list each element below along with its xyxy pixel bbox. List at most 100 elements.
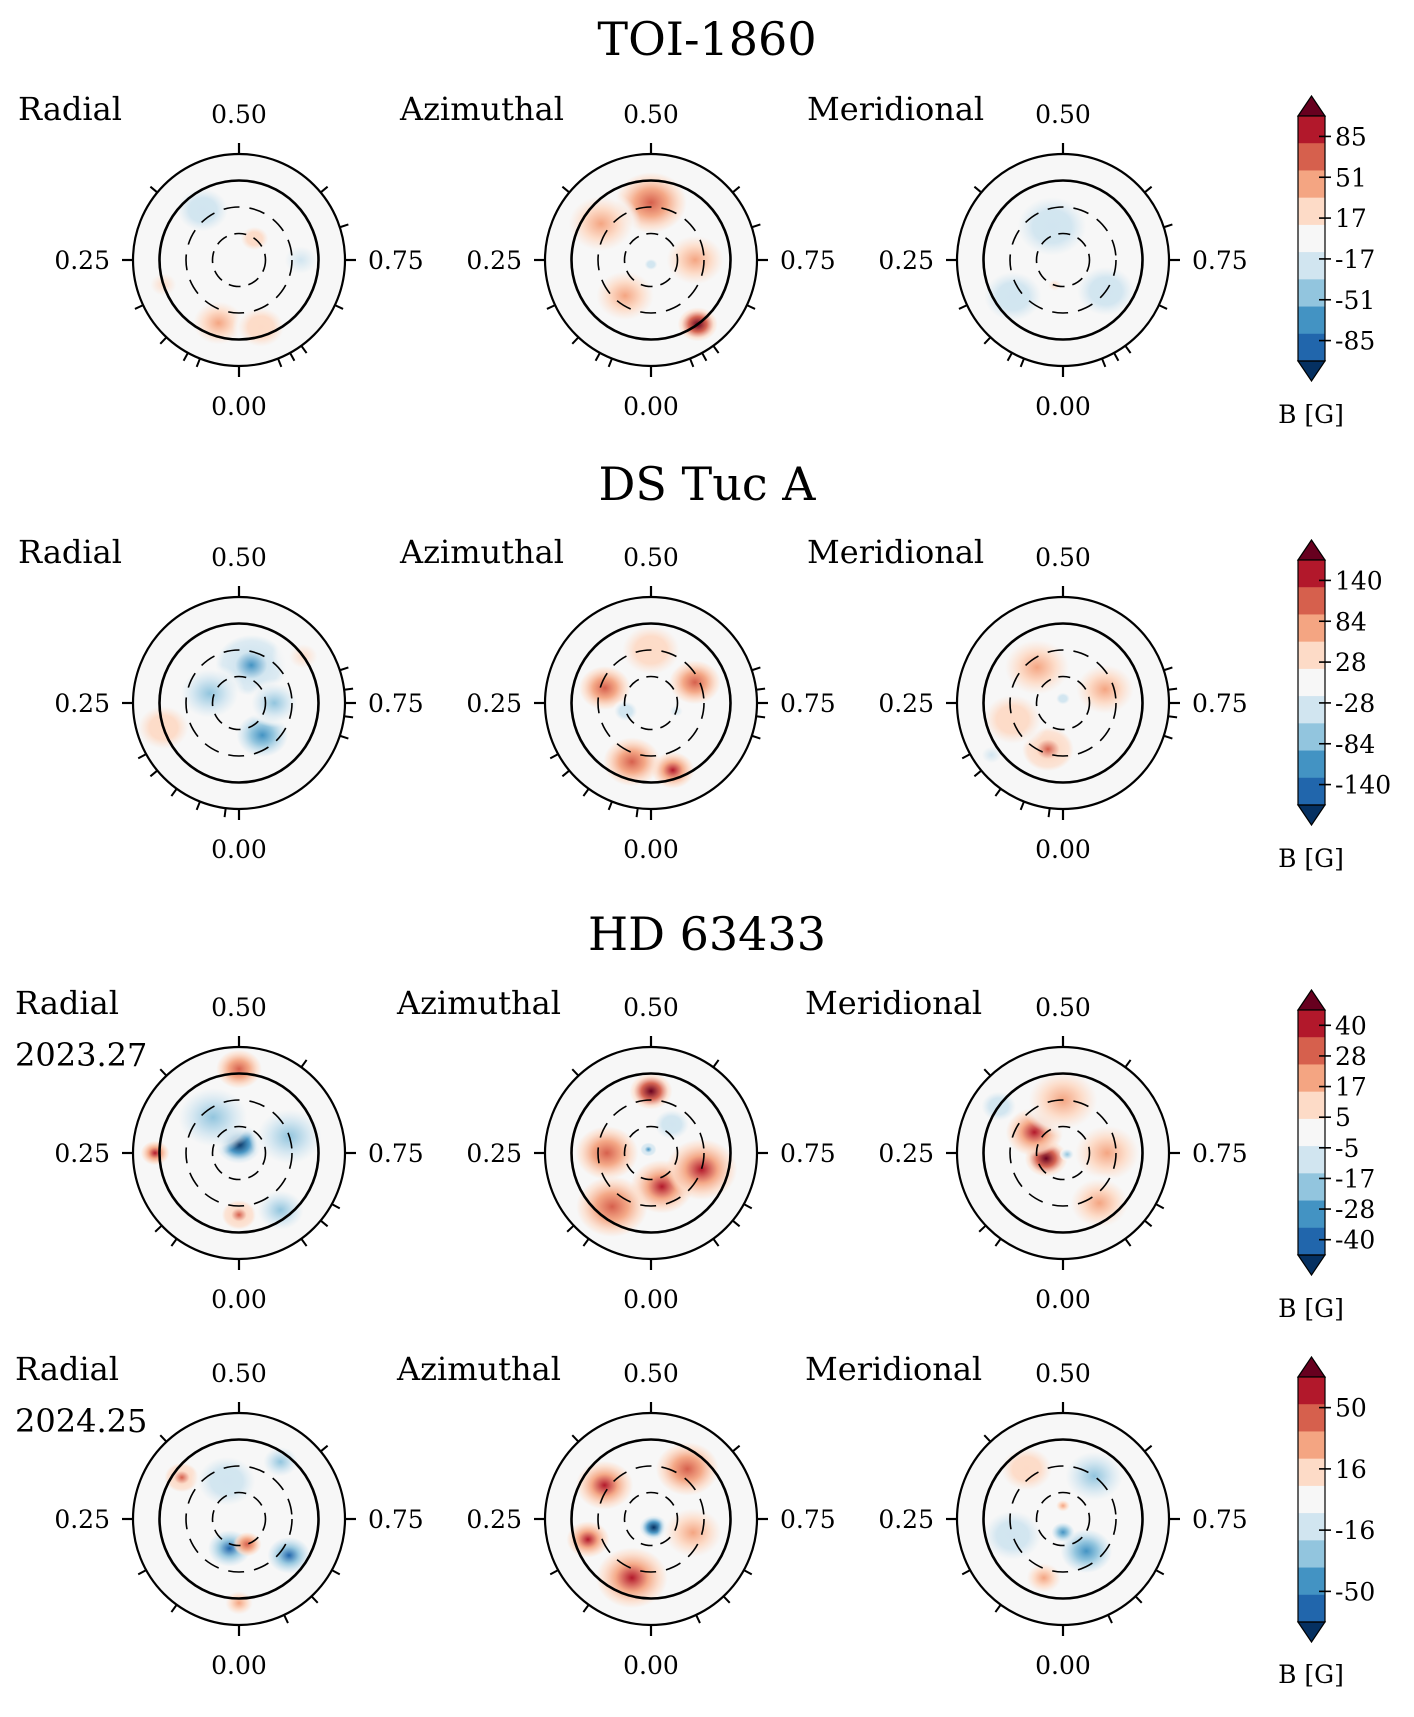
field-spot bbox=[1060, 1529, 1113, 1574]
field-spot bbox=[579, 666, 631, 710]
colorbar-tick-label: 17 bbox=[1335, 1073, 1367, 1102]
observation-phase-tick bbox=[1101, 358, 1107, 368]
phase-label: 0.00 bbox=[211, 392, 267, 421]
observation-phase-tick bbox=[983, 1434, 992, 1443]
phase-label: 0.25 bbox=[54, 1139, 110, 1168]
colorbar-tick-label: 84 bbox=[1335, 607, 1367, 636]
field-spot bbox=[611, 699, 641, 724]
phase-label: 0.25 bbox=[878, 246, 934, 275]
phase-label: 0.75 bbox=[368, 1505, 424, 1534]
colorbar-tick-label: 17 bbox=[1335, 204, 1367, 233]
colorbar-band bbox=[1298, 723, 1325, 752]
map-background bbox=[545, 597, 757, 809]
observation-phase-tick bbox=[1134, 1595, 1143, 1604]
colorbar-band bbox=[1298, 641, 1325, 670]
map-body bbox=[545, 1047, 757, 1259]
observation-phase-tick bbox=[743, 1203, 753, 1210]
equator-circle bbox=[158, 1072, 320, 1234]
observation-phase-tick bbox=[751, 666, 761, 672]
observation-phase-tick bbox=[137, 1569, 147, 1576]
colorbar-band bbox=[1298, 777, 1325, 806]
observation-phase-tick bbox=[1124, 345, 1132, 354]
epoch-label: 2024.25 bbox=[15, 1402, 147, 1440]
latitude-30-circle bbox=[185, 649, 293, 757]
latitude-60-circle bbox=[623, 1125, 679, 1181]
colorbar-max-extend bbox=[1296, 988, 1327, 1011]
colorbar-band bbox=[1298, 252, 1325, 280]
colorbar-band bbox=[1298, 1118, 1325, 1147]
observation-phase-tick bbox=[958, 304, 968, 310]
observation-phase-tick bbox=[310, 1595, 319, 1604]
latitude-30-circle bbox=[1009, 1465, 1117, 1573]
field-spot bbox=[221, 1200, 257, 1230]
latitude-60-circle bbox=[1035, 675, 1091, 731]
observation-phase-tick bbox=[1019, 358, 1025, 368]
observation-phase-tick bbox=[973, 769, 982, 778]
colorbar-frame bbox=[1297, 1009, 1326, 1256]
field-spot bbox=[657, 1502, 729, 1564]
phase-label: 0.50 bbox=[623, 1359, 679, 1388]
latitude-30-circle bbox=[597, 206, 705, 314]
observation-phase-tick bbox=[566, 1224, 575, 1233]
observation-phase-tick bbox=[137, 753, 147, 760]
colorbar-band bbox=[1298, 1064, 1325, 1093]
map-ds-tuc-a-radial: 0.50 0.25 0.75 0.00 bbox=[54, 543, 423, 864]
observation-phase-tick bbox=[546, 304, 556, 310]
latitude-60-circle bbox=[211, 675, 267, 731]
phase-label: 0.25 bbox=[466, 246, 522, 275]
observation-phase-tick bbox=[549, 1569, 559, 1576]
colorbar-label: B [G] bbox=[1278, 400, 1344, 429]
observation-phase-tick bbox=[1144, 1444, 1153, 1453]
latitude-30-circle bbox=[185, 206, 293, 314]
equator-circle bbox=[158, 1438, 320, 1600]
observation-phase-tick bbox=[159, 1068, 168, 1077]
latitude-60-circle bbox=[211, 1125, 267, 1181]
latitude-30-circle bbox=[597, 649, 705, 757]
colorbar-band bbox=[1298, 1200, 1325, 1229]
panel-label-azimuthal: Azimuthal bbox=[399, 90, 564, 128]
phase-label: 0.75 bbox=[780, 246, 836, 275]
phase-label: 0.00 bbox=[623, 835, 679, 864]
observation-phase-tick bbox=[732, 185, 741, 194]
observation-phase-tick bbox=[1158, 304, 1168, 310]
equator-circle bbox=[570, 1072, 732, 1234]
observation-phase-tick bbox=[983, 1068, 992, 1077]
field-spot bbox=[190, 1450, 263, 1512]
colorbar-tick-label: -50 bbox=[1335, 1577, 1375, 1606]
field-spot bbox=[589, 265, 661, 327]
field-spot bbox=[995, 1442, 1059, 1496]
field-spot bbox=[259, 1443, 303, 1481]
observation-phase-tick bbox=[973, 185, 982, 194]
observation-phase-tick bbox=[320, 185, 329, 194]
observation-phase-tick bbox=[561, 185, 570, 194]
colorbar-label: B [G] bbox=[1278, 1660, 1344, 1689]
observation-phase-tick bbox=[712, 345, 720, 354]
panel-label-radial: Radial bbox=[18, 90, 122, 128]
colorbar-band bbox=[1298, 1091, 1325, 1120]
observation-phase-tick bbox=[1168, 715, 1178, 719]
field-spot bbox=[976, 1504, 1049, 1566]
colorbar-band bbox=[1298, 1485, 1325, 1514]
equator-circle bbox=[158, 179, 320, 341]
field-spot bbox=[575, 1460, 634, 1510]
phase-label: 0.50 bbox=[1035, 1359, 1091, 1388]
observation-phase-tick bbox=[344, 687, 354, 691]
phase-label: 0.25 bbox=[54, 689, 110, 718]
observation-phase-tick bbox=[334, 304, 344, 310]
colorbar-band bbox=[1298, 614, 1325, 643]
colorbar-band bbox=[1298, 224, 1325, 253]
observation-phase-tick bbox=[607, 358, 613, 368]
panel-label-azimuthal: Azimuthal bbox=[399, 533, 564, 571]
equator-circle bbox=[570, 1438, 732, 1600]
latitude-60-circle bbox=[623, 232, 679, 288]
field-spot bbox=[221, 1588, 257, 1618]
section-title-hd-63433: HD 63433 bbox=[588, 907, 826, 961]
colorbar-max-extend bbox=[1296, 538, 1327, 561]
field-spot bbox=[643, 257, 659, 272]
observation-phase-tick bbox=[701, 352, 708, 362]
observation-phase-tick bbox=[594, 352, 601, 362]
colorbar-band bbox=[1298, 560, 1325, 588]
observation-phase-tick bbox=[1107, 1614, 1113, 1624]
latitude-30-circle bbox=[1009, 649, 1117, 757]
